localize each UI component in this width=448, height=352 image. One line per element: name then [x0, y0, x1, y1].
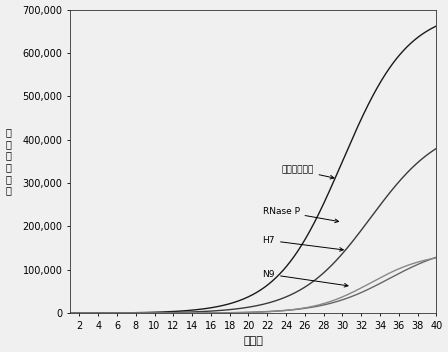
- X-axis label: 循环数: 循环数: [243, 337, 263, 346]
- Text: 甲型流感病毒: 甲型流感病毒: [281, 165, 334, 179]
- Y-axis label: 发
光
信
号
强
度: 发 光 信 号 强 度: [5, 127, 12, 195]
- Text: RNase P: RNase P: [263, 207, 339, 222]
- Text: N9: N9: [263, 270, 348, 287]
- Text: H7: H7: [263, 236, 343, 251]
